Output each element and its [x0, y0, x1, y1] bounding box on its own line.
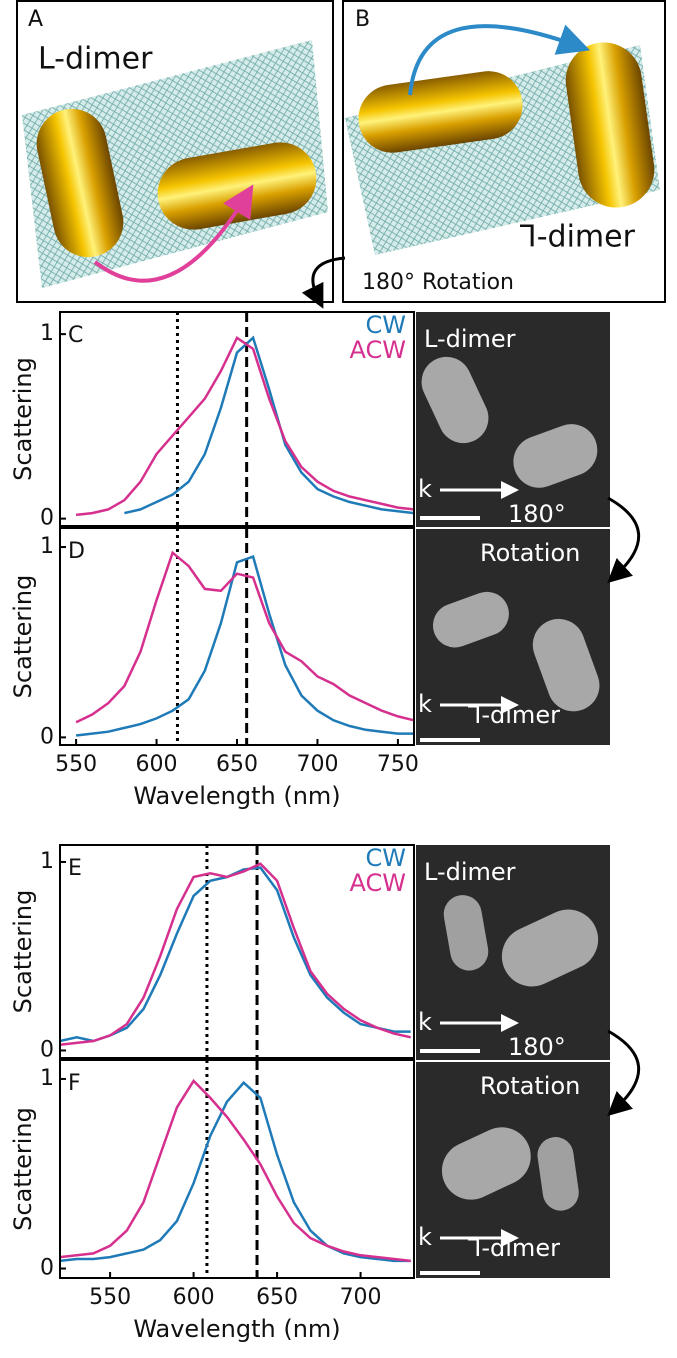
sem-title: L-dimer	[424, 858, 516, 886]
x-axis-label: Wavelength (nm)	[133, 782, 340, 810]
k-label: k	[418, 1223, 432, 1251]
x-tick-label: 700	[296, 752, 338, 777]
sem-title: ⅂-dimer	[468, 701, 560, 729]
y-axis-label: Scattering	[9, 575, 37, 699]
plot-area	[60, 312, 414, 526]
legend-entry: ACW	[350, 869, 406, 897]
legend-entry: CW	[366, 844, 407, 872]
nanorod	[501, 909, 599, 987]
rotation-arrow	[93, 184, 254, 283]
legend-entry: CW	[366, 311, 407, 339]
y-axis-label: Scattering	[9, 890, 37, 1014]
sem-title: ⅂-dimer	[468, 1234, 560, 1262]
panel-label: B	[355, 7, 370, 32]
nanorod	[421, 356, 489, 444]
chart: 0 1 550 600 650 700 750 Wavelength (nm) Scatteri…	[9, 527, 419, 810]
nanorod	[441, 1127, 531, 1200]
gold-rod	[358, 71, 523, 153]
series-line	[75, 335, 415, 517]
plot-area	[60, 1060, 414, 1278]
angle-label: 180°	[508, 1033, 566, 1061]
y-tick-label: 1	[40, 1066, 54, 1091]
y-tick-label: 0	[40, 724, 54, 749]
panel-label: A	[28, 7, 43, 32]
panel-b: B ⅂-dimer 180° Rotation	[342, 0, 666, 303]
panel-title: ⅂-dimer	[520, 220, 636, 255]
series-line	[124, 335, 415, 515]
nanorod	[513, 424, 598, 488]
k-label: k	[418, 690, 432, 718]
y-tick-label: 0	[40, 1037, 54, 1062]
y-tick-label: 0	[40, 506, 54, 531]
x-tick-label: 650	[216, 752, 258, 777]
y-tick-label: 1	[40, 849, 54, 874]
axes-frame	[59, 844, 415, 1059]
x-axis-label: Wavelength (nm)	[133, 1315, 340, 1343]
sem-panel: L-dimer k 180° Rotation k ⅂-dimer	[416, 845, 641, 1278]
panel-a: A L-dimer	[16, 0, 334, 303]
rotation-arrow	[607, 496, 641, 584]
series-line	[59, 1078, 411, 1263]
y-axis-label: Scattering	[9, 1107, 37, 1231]
axes-frame	[59, 1059, 415, 1279]
axes-frame	[59, 311, 415, 527]
plot-area	[60, 845, 414, 1058]
x-tick-label: 750	[377, 752, 419, 777]
y-tick-label: 1	[40, 534, 54, 559]
x-tick-label: 700	[340, 1285, 382, 1310]
plot-area	[60, 528, 414, 745]
gold-rod	[565, 42, 655, 208]
x-tick-label: 650	[256, 1285, 298, 1310]
panel-label: F	[68, 1071, 81, 1096]
series-line	[75, 550, 415, 724]
rotation-label: Rotation	[480, 539, 580, 567]
y-tick-label: 1	[40, 321, 54, 346]
x-tick-label: 600	[136, 752, 178, 777]
panel-label: D	[68, 539, 85, 564]
x-tick-label: 550	[89, 1285, 131, 1310]
panel-title: L-dimer	[38, 42, 153, 77]
series-line	[59, 1080, 411, 1263]
rotation-arrow	[408, 24, 591, 96]
legend-entry: ACW	[350, 336, 406, 364]
y-axis-label: Scattering	[9, 357, 37, 481]
nanorod	[432, 591, 509, 648]
sem-title: L-dimer	[424, 325, 516, 353]
rotation-arrow	[301, 256, 346, 309]
x-tick-label: 600	[173, 1285, 215, 1310]
sem-panel: L-dimer k 180° Rotation k ⅂-dimer	[416, 312, 641, 745]
gold-rod	[36, 108, 124, 258]
k-label: k	[418, 475, 432, 503]
panel-label: E	[68, 856, 82, 881]
panel-label: C	[68, 323, 83, 348]
series-line	[75, 554, 414, 737]
k-label: k	[418, 1008, 432, 1036]
rotation-label: Rotation	[480, 1072, 580, 1100]
nanorod	[443, 895, 489, 971]
nanorod	[532, 618, 600, 712]
series-line	[59, 862, 411, 1047]
x-tick-label: 550	[55, 752, 97, 777]
nanorod	[537, 1137, 579, 1211]
rotation-arrow	[607, 1029, 641, 1117]
y-tick-label: 0	[40, 1256, 54, 1281]
rotation-label: 180° Rotation	[362, 270, 514, 295]
angle-label: 180°	[508, 500, 566, 528]
